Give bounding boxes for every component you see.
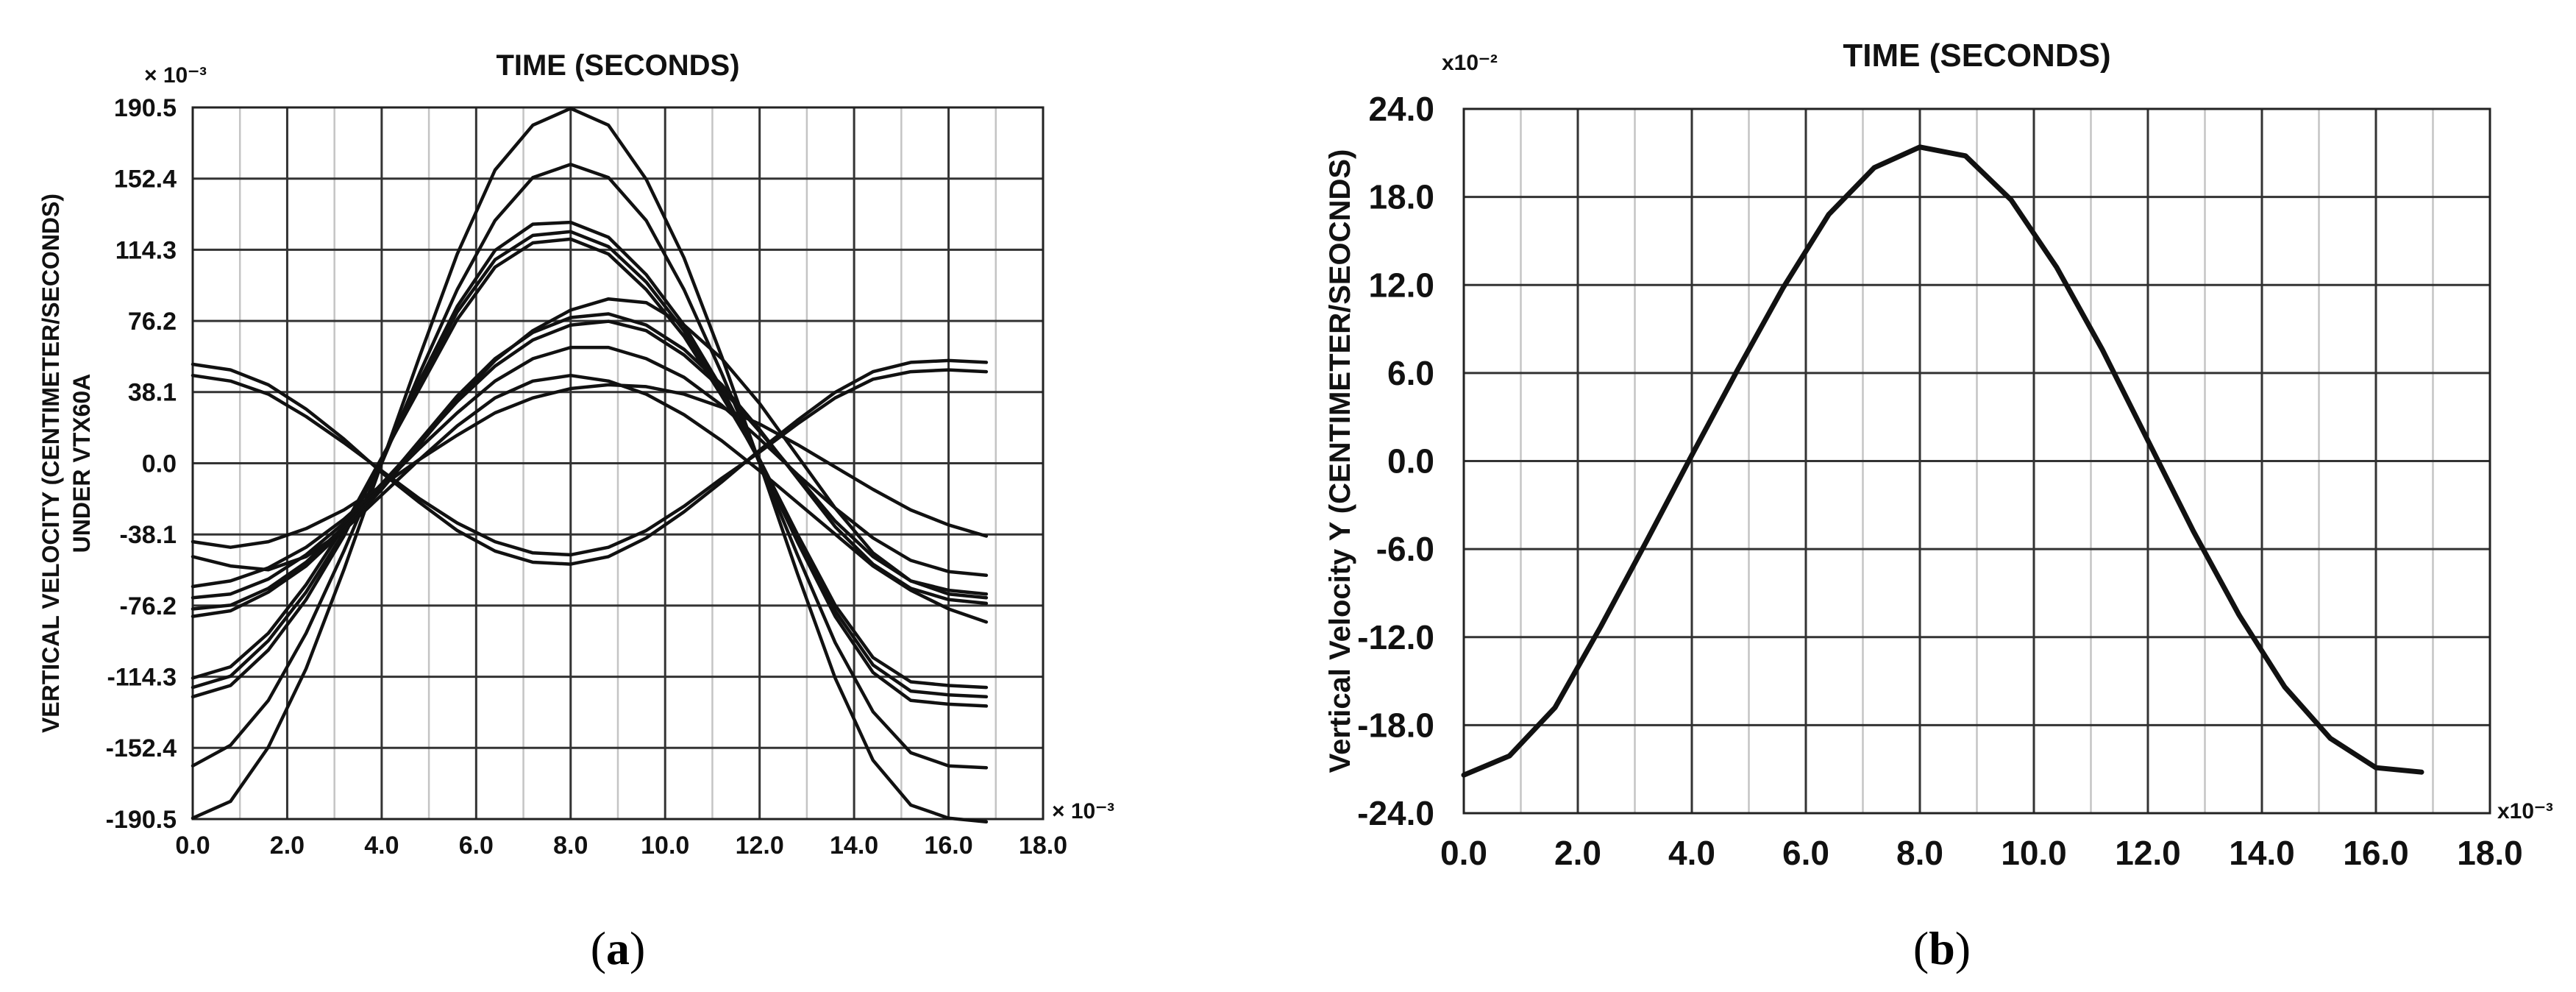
- y-tick-label: -38.1: [120, 521, 177, 549]
- x-tick-label: 16.0: [924, 832, 972, 860]
- y-tick-label: -18.0: [1357, 706, 1434, 744]
- y-tick-label: 114.3: [115, 236, 177, 264]
- series-line-s3: [191, 220, 989, 708]
- series-line-s9: [191, 345, 989, 589]
- plot-frame: [191, 106, 1045, 821]
- y-tick-label: 152.4: [114, 166, 177, 194]
- series-line-s2: [191, 163, 989, 770]
- series-line-s11: [191, 358, 989, 566]
- series-line-s5: [191, 237, 989, 690]
- y-tick-label: 6.0: [1387, 354, 1434, 392]
- x-tick-label: 4.0: [1668, 834, 1715, 872]
- series-line-s8: [191, 319, 989, 600]
- y-tick-label: -152.4: [106, 734, 177, 762]
- x-tick-label: 4.0: [364, 832, 399, 860]
- plot-frame: [1462, 107, 2491, 815]
- x-tick-label: 18.0: [1019, 832, 1067, 860]
- y-tick-label: -24.0: [1357, 794, 1434, 832]
- x-tick-label: 12.0: [736, 832, 784, 860]
- x-tick-label: 2.0: [1554, 834, 1601, 872]
- x-tick-label: 14.0: [830, 832, 878, 860]
- x-tick-label: 18.0: [2457, 834, 2523, 872]
- y-tick-label: 76.2: [128, 308, 177, 336]
- chart-panel-b: 0.0 2.0 4.0 6.0 8.0 10.0 12.0 14.0 16.0 18.0 24.0 1…: [1324, 38, 2553, 974]
- chart-panel-a: 0.0 2.0 4.0 6.0 8.0 10.0 12.0 14.0 16.0 18.0 190.5…: [38, 49, 1114, 974]
- y-axis-multiplier: x10⁻²: [1442, 51, 1498, 75]
- series-line-s10: [191, 383, 989, 549]
- x-tick-label: 8.0: [1896, 834, 1943, 872]
- y-tick-label: -114.3: [107, 664, 177, 692]
- y-tick-label: 38.1: [128, 379, 177, 407]
- y-axis-label: UNDER VTX60A: [68, 374, 95, 553]
- y-tick-label: 18.0: [1368, 178, 1434, 216]
- chart-title: TIME (SECONDS): [496, 49, 739, 82]
- series-line-s1: [191, 107, 989, 824]
- x-tick-label: 6.0: [459, 832, 494, 860]
- x-tick-label: 0.0: [1440, 834, 1487, 872]
- y-tick-label: 12.0: [1368, 266, 1434, 304]
- panel-caption: (b): [1913, 922, 1971, 974]
- x-axis-multiplier: × 10⁻³: [1052, 799, 1114, 823]
- series-line-s4: [191, 230, 989, 699]
- x-tick-label: 8.0: [553, 832, 588, 860]
- panel-caption: (a): [591, 922, 646, 974]
- series-line-s7: [191, 312, 989, 611]
- x-tick-label: 16.0: [2343, 834, 2409, 872]
- series-line-s12: [191, 368, 989, 557]
- panel-label: b: [1929, 922, 1955, 974]
- x-tick-label: 6.0: [1782, 834, 1829, 872]
- series-line-s13: [191, 373, 989, 624]
- y-tick-label: 0.0: [142, 450, 177, 478]
- y-tick-label: -12.0: [1357, 618, 1434, 656]
- x-tick-label: 10.0: [2001, 834, 2067, 872]
- y-tick-label: 24.0: [1368, 90, 1434, 128]
- x-tick-label: 2.0: [270, 832, 305, 860]
- x-tick-label: 12.0: [2115, 834, 2181, 872]
- y-axis-label: Vertical Velocity Y (CENTIMETER/SEOCNDS): [1324, 149, 1356, 773]
- x-tick-label: 0.0: [175, 832, 210, 860]
- series-line-velocity: [1461, 144, 2424, 778]
- x-tick-label: 14.0: [2229, 834, 2295, 872]
- y-axis-label: VERTICAL VELOCITY (CENTIMETER/SECONDS): [38, 194, 64, 733]
- y-axis-multiplier: × 10⁻³: [144, 63, 207, 88]
- x-axis-multiplier: x10⁻³: [2497, 799, 2553, 823]
- y-tick-label: 190.5: [114, 94, 177, 122]
- chart-title: TIME (SECONDS): [1843, 38, 2110, 74]
- y-tick-label: 0.0: [1387, 442, 1434, 481]
- y-tick-label: -190.5: [106, 806, 177, 834]
- y-tick-label: -76.2: [120, 592, 177, 620]
- y-tick-label: -6.0: [1376, 530, 1434, 568]
- series-line-s6: [191, 297, 989, 618]
- panel-label: a: [606, 922, 630, 974]
- x-tick-label: 10.0: [641, 832, 689, 860]
